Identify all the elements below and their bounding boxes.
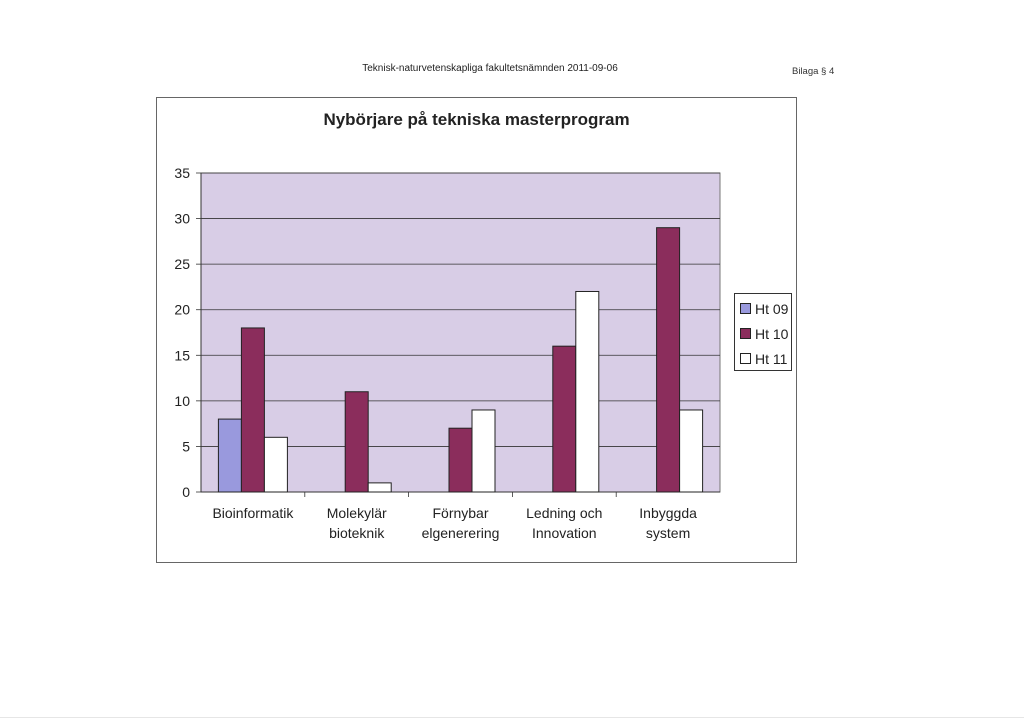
legend-swatch-ht11 [740, 353, 751, 364]
bar-ht10 [344, 391, 369, 493]
y-tick-label: 10 [174, 393, 190, 409]
page-edge-line [0, 717, 1024, 718]
x-tick-label: Bioinformatik [212, 505, 294, 521]
chart-legend: Ht 09 Ht 10 Ht 11 [734, 293, 792, 371]
y-tick-label: 30 [174, 211, 190, 227]
x-tick-label: system [646, 525, 690, 541]
x-tick-label: Förnybar [432, 505, 488, 521]
bar-ht11 [471, 409, 496, 493]
bar-ht10 [448, 427, 473, 493]
y-tick-label: 35 [174, 165, 190, 181]
bar-ht10 [240, 327, 265, 493]
y-tick-label: 5 [182, 438, 190, 454]
x-tick-label: elgenerering [422, 525, 500, 541]
y-tick-label: 20 [174, 302, 190, 318]
bar-ht11 [679, 409, 704, 493]
y-tick-label: 15 [174, 347, 190, 363]
x-tick-label: bioteknik [329, 525, 385, 541]
y-tick-label: 25 [174, 256, 190, 272]
legend-label-ht10: Ht 10 [755, 325, 789, 342]
legend-label-ht11: Ht 11 [755, 350, 788, 367]
bar-ht09 [217, 418, 242, 493]
chart-title: Nybörjare på tekniska masterprogram [323, 110, 630, 129]
document-header: Teknisk-naturvetenskapliga fakultetsnämn… [362, 63, 618, 74]
legend-item-ht09: Ht 09 [740, 296, 791, 321]
bar-ht10 [552, 345, 577, 493]
bar-ht10 [656, 227, 681, 493]
legend-swatch-ht09 [740, 303, 751, 314]
x-tick-label: Ledning och [526, 505, 602, 521]
x-tick-label: Innovation [532, 525, 597, 541]
attachment-label: Bilaga § 4 [792, 66, 835, 77]
bar-ht11 [367, 482, 392, 493]
bar-ht11 [575, 290, 600, 493]
x-tick-label: Molekylär [327, 505, 387, 521]
legend-item-ht10: Ht 10 [740, 321, 791, 346]
bar-ht11 [263, 436, 288, 493]
y-tick-label: 0 [182, 484, 190, 500]
legend-swatch-ht10 [740, 328, 751, 339]
legend-item-ht11: Ht 11 [740, 346, 791, 371]
legend-label-ht09: Ht 09 [755, 300, 789, 317]
x-tick-label: Inbyggda [639, 505, 697, 521]
